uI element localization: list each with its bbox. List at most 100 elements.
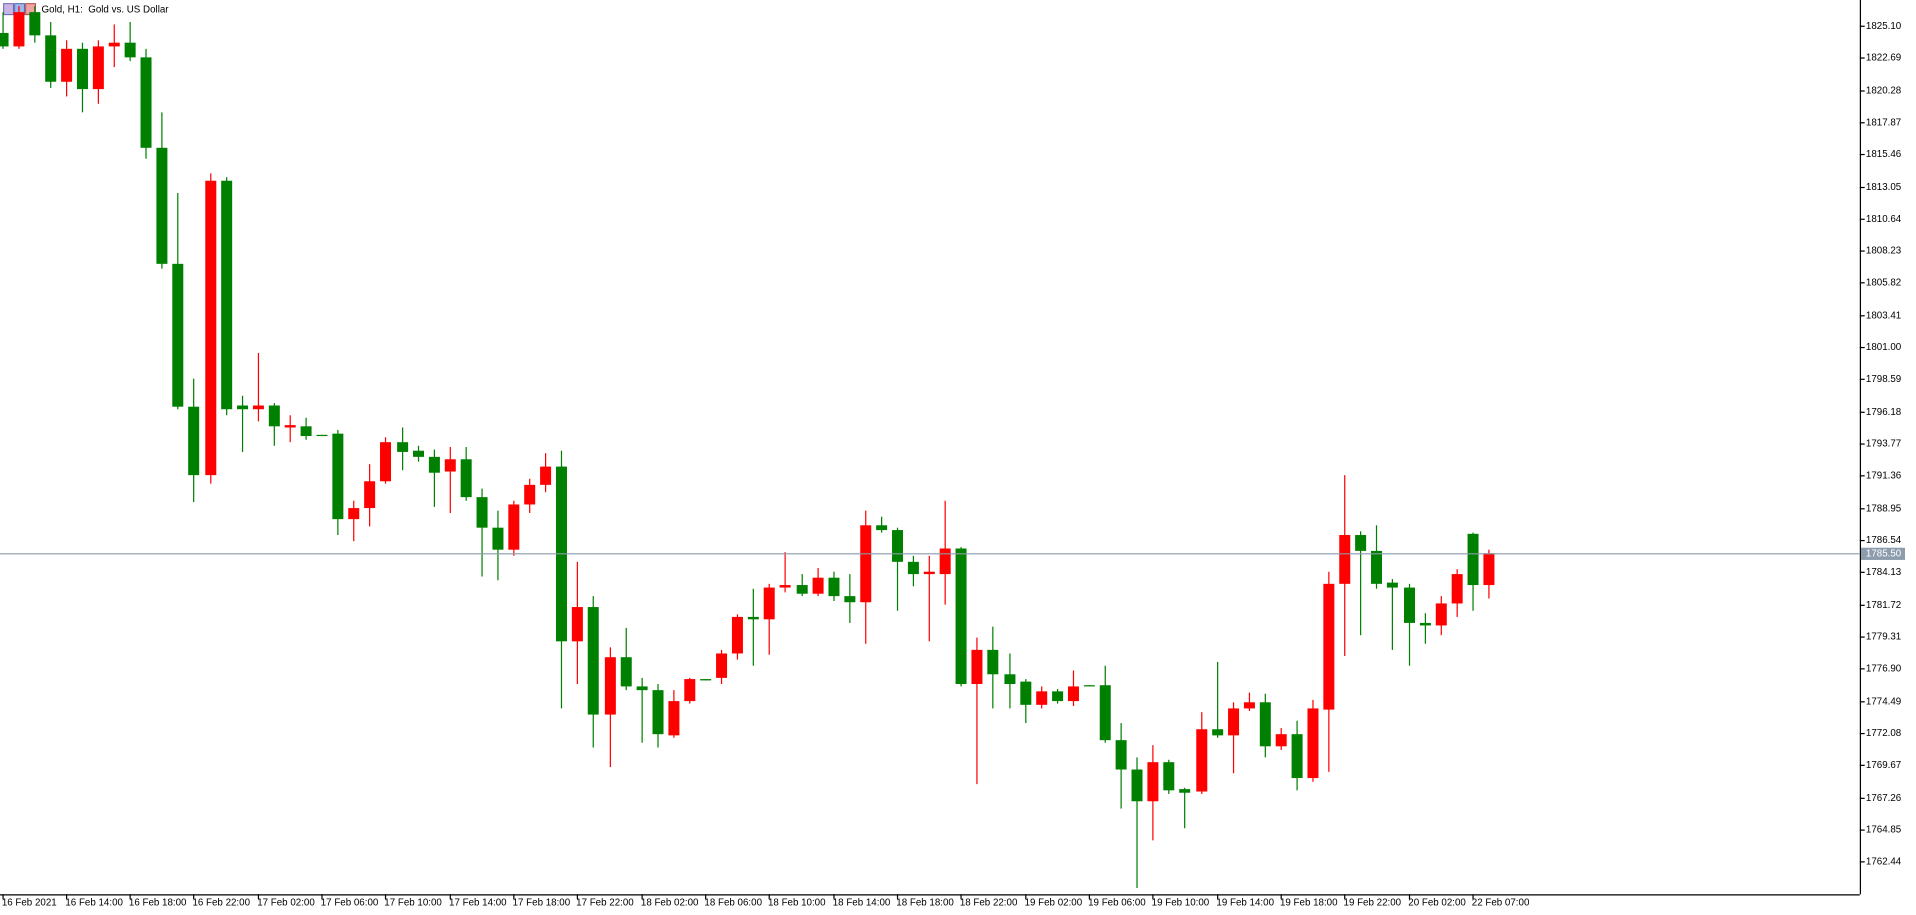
y-tick-label: 1772.08 <box>1866 728 1901 739</box>
x-tick-label: 16 Feb 18:00 <box>129 897 187 908</box>
candle-body <box>604 657 616 715</box>
candle-body <box>221 180 233 410</box>
candle-body <box>29 12 41 36</box>
candle-body <box>1386 582 1398 588</box>
y-tick-label: 1825.10 <box>1866 21 1902 32</box>
candle-body <box>1052 691 1064 702</box>
candle-body <box>828 577 840 597</box>
candle-body <box>508 504 520 550</box>
candle-body <box>364 481 376 509</box>
candle-body <box>428 456 440 473</box>
candle-body <box>731 616 743 654</box>
y-tick-label: 1805.82 <box>1866 277 1901 288</box>
x-tick-label: 18 Feb 02:00 <box>641 897 699 908</box>
x-tick-label: 18 Feb 22:00 <box>960 897 1018 908</box>
y-tick-label: 1796.18 <box>1866 407 1901 418</box>
x-tick-label: 19 Feb 06:00 <box>1088 897 1146 908</box>
candle-body <box>332 433 344 520</box>
candle-body <box>636 686 648 691</box>
candle-body <box>237 405 249 410</box>
y-tick-label: 1803.41 <box>1866 310 1901 321</box>
y-tick-label: 1776.90 <box>1866 663 1902 674</box>
candle-body <box>108 42 120 47</box>
candle-body <box>156 147 168 264</box>
x-tick-label: 17 Feb 22:00 <box>576 897 634 908</box>
y-tick-label: 1769.67 <box>1866 760 1901 771</box>
candle-body <box>1323 583 1335 710</box>
candle-body <box>1099 685 1111 741</box>
candle-body <box>620 657 632 687</box>
candle-body <box>1307 708 1319 779</box>
candle-body <box>92 46 104 90</box>
x-tick-label: 17 Feb 18:00 <box>513 897 571 908</box>
y-tick-label: 1764.85 <box>1866 825 1902 836</box>
candle-body <box>1067 686 1079 702</box>
candle-body <box>700 679 712 681</box>
candle-body <box>45 35 57 82</box>
y-tick-label: 1762.44 <box>1866 856 1902 867</box>
candle-body <box>571 607 583 642</box>
candle-body <box>1196 729 1208 792</box>
y-tick-label: 1767.26 <box>1866 793 1901 804</box>
candle-body <box>1020 681 1032 705</box>
candle-body <box>1483 553 1495 586</box>
x-tick-label: 19 Feb 18:00 <box>1280 897 1338 908</box>
candle-body <box>587 607 599 715</box>
x-tick-label: 18 Feb 10:00 <box>768 897 826 908</box>
candle-body <box>668 701 680 736</box>
x-tick-label: 22 Feb 07:00 <box>1472 897 1530 908</box>
y-tick-label: 1801.00 <box>1866 342 1902 353</box>
x-tick-label: 19 Feb 10:00 <box>1152 897 1210 908</box>
current-price-box <box>1861 547 1906 560</box>
candle-body <box>284 425 296 428</box>
candle-body <box>876 525 888 531</box>
x-tick-label: 16 Feb 2021 <box>2 897 57 908</box>
candle-body <box>923 571 935 575</box>
candle-body <box>1228 708 1240 736</box>
candle-body <box>652 690 664 735</box>
x-tick-label: 19 Feb 22:00 <box>1344 897 1402 908</box>
candle-body <box>76 48 88 90</box>
candle-body <box>188 406 200 476</box>
candle-body <box>796 585 808 594</box>
candle-body <box>987 649 999 675</box>
x-tick-label: 17 Feb 14:00 <box>449 897 507 908</box>
candle-body <box>492 527 504 550</box>
candle-body <box>205 180 217 476</box>
candle-body <box>1467 533 1479 586</box>
candle-body <box>1179 789 1191 793</box>
candle-body <box>971 649 983 685</box>
y-tick-label: 1779.31 <box>1866 632 1901 643</box>
candle-body <box>524 484 536 505</box>
candle-body <box>252 405 264 410</box>
x-tick-label: 18 Feb 06:00 <box>704 897 762 908</box>
y-tick-label: 1813.05 <box>1866 182 1902 193</box>
y-tick-label: 1817.87 <box>1866 117 1901 128</box>
candle-body <box>300 426 312 437</box>
candle-body <box>1451 574 1463 604</box>
candle-body <box>1243 702 1255 709</box>
current-price-label: 1785.50 <box>1866 548 1902 559</box>
candle-body <box>444 459 456 472</box>
candle-body <box>684 679 696 702</box>
y-tick-label: 1788.95 <box>1866 503 1902 514</box>
x-tick-label: 19 Feb 02:00 <box>1025 897 1083 908</box>
candle-body <box>1275 734 1287 747</box>
candle-body <box>1339 535 1351 584</box>
candle-body <box>1291 734 1303 779</box>
candle-body <box>268 405 280 427</box>
candle-body <box>1435 603 1447 626</box>
candle-body <box>1259 702 1271 747</box>
candle-body <box>1371 550 1383 584</box>
candle-body <box>1147 762 1159 802</box>
y-tick-label: 1810.64 <box>1866 214 1902 225</box>
candle-body <box>747 616 759 620</box>
candle-body <box>540 466 552 485</box>
y-tick-label: 1786.54 <box>1866 535 1902 546</box>
x-tick-label: 18 Feb 18:00 <box>896 897 954 908</box>
candle-body <box>1419 622 1431 626</box>
x-tick-label: 16 Feb 14:00 <box>65 897 123 908</box>
x-tick-label: 17 Feb 10:00 <box>384 897 442 908</box>
